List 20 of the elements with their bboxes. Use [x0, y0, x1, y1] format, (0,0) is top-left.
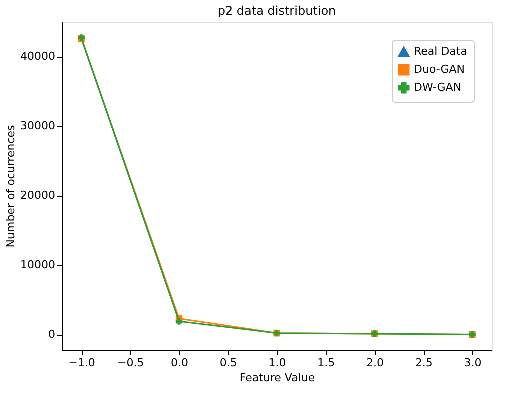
y-tick-label: 30000 [20, 120, 56, 133]
x-tick-label: 0.0 [171, 356, 189, 370]
y-tick-label: 10000 [20, 258, 56, 272]
x-tick-label: −1.0 [68, 356, 96, 370]
x-tick-label: −0.5 [118, 356, 144, 370]
y-tick-label: 40000 [20, 50, 56, 64]
y-tick-label: 20000 [20, 189, 56, 202]
x-tick-label: 3.0 [464, 356, 482, 370]
x-tick-label: 2.5 [415, 356, 433, 370]
x-tick-label: 2.0 [366, 356, 384, 370]
legend-label: Duo-GAN [414, 63, 466, 76]
x-tick-label: 0.5 [220, 356, 238, 370]
x-tick-label: 1.0 [268, 356, 286, 370]
x-tick-label: 1.5 [318, 356, 336, 370]
chart-title: p2 data distribution [218, 4, 336, 18]
y-tick-label: 0 [48, 328, 56, 342]
legend-label: DW-GAN [414, 81, 462, 94]
legend-label: Real Data [414, 45, 468, 58]
x-axis-title: Feature Value [240, 372, 316, 384]
y-axis-title: Number of ocurrences [4, 125, 18, 248]
